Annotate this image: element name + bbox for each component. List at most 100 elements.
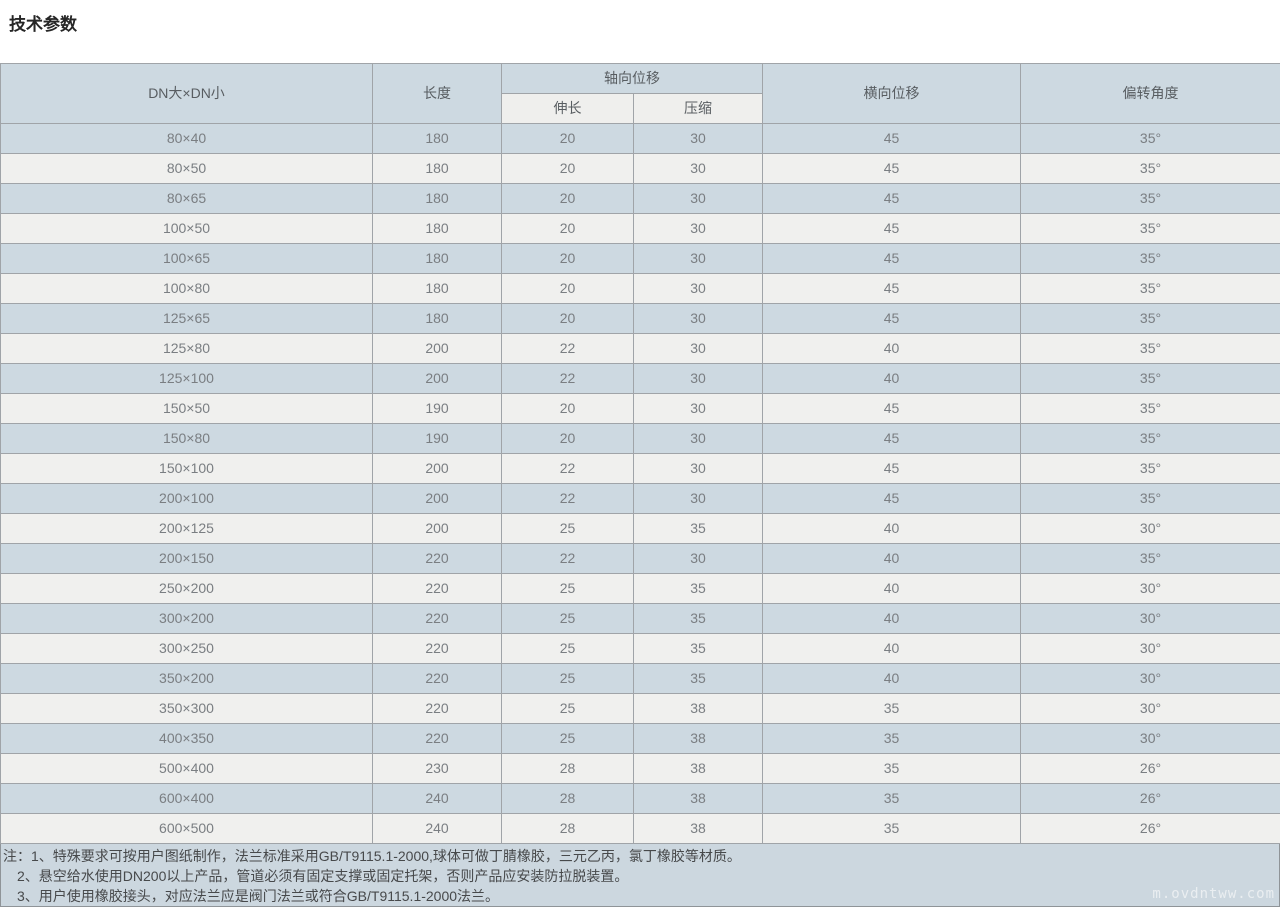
table-cell: 35	[762, 753, 1021, 784]
table-cell: 20	[501, 123, 634, 154]
table-cell: 30°	[1020, 603, 1280, 634]
table-cell: 200	[372, 363, 502, 394]
table-cell: 250×200	[0, 573, 373, 604]
table-cell: 35°	[1020, 273, 1280, 304]
table-cell: 45	[762, 123, 1021, 154]
table-cell: 220	[372, 663, 502, 694]
table-cell: 35°	[1020, 363, 1280, 394]
table-cell: 190	[372, 423, 502, 454]
table-cell: 35	[633, 513, 763, 544]
table-cell: 28	[501, 783, 634, 814]
table-cell: 40	[762, 333, 1021, 364]
table-cell: 150×50	[0, 393, 373, 424]
table-header: DN大×DN小 长度 轴向位移 横向位移 偏转角度 伸长 压缩	[0, 63, 1280, 124]
header-dn: DN大×DN小	[0, 63, 373, 124]
table-cell: 30°	[1020, 513, 1280, 544]
table-cell: 220	[372, 693, 502, 724]
table-cell: 190	[372, 393, 502, 424]
table-cell: 38	[633, 783, 763, 814]
table-cell: 38	[633, 693, 763, 724]
table-cell: 30	[633, 273, 763, 304]
table-cell: 22	[501, 543, 634, 574]
table-cell: 35	[762, 723, 1021, 754]
table-cell: 45	[762, 483, 1021, 514]
table-cell: 125×80	[0, 333, 373, 364]
table-row: 200×125 200 25 35 40 30°	[0, 513, 1280, 544]
table-row: 100×65 180 20 30 45 35°	[0, 243, 1280, 274]
table-cell: 30	[633, 303, 763, 334]
table-cell: 20	[501, 273, 634, 304]
table-cell: 20	[501, 183, 634, 214]
table-cell: 100×65	[0, 243, 373, 274]
table-cell: 300×250	[0, 633, 373, 664]
notes-section: 注：1、特殊要求可按用户图纸制作，法兰标准采用GB/T9115.1-2000,球…	[0, 844, 1280, 907]
table-cell: 180	[372, 243, 502, 274]
table-body: 80×40 180 20 30 45 35° 80×50 180 20 30 45 35° 80×65 1…	[0, 123, 1280, 844]
table-cell: 30	[633, 243, 763, 274]
table-cell: 400×350	[0, 723, 373, 754]
table-cell: 180	[372, 213, 502, 244]
table-cell: 200	[372, 333, 502, 364]
table-cell: 30	[633, 483, 763, 514]
table-cell: 25	[501, 633, 634, 664]
table-cell: 35	[762, 813, 1021, 844]
table-cell: 20	[501, 153, 634, 184]
table-cell: 38	[633, 813, 763, 844]
table-cell: 30	[633, 393, 763, 424]
note-line-3: 3、用户使用橡胶接头，对应法兰应是阀门法兰或符合GB/T9115.1-2000法…	[17, 888, 500, 904]
table-cell: 30	[633, 363, 763, 394]
table-cell: 30	[633, 333, 763, 364]
table-cell: 45	[762, 243, 1021, 274]
table-cell: 22	[501, 453, 634, 484]
table-row: 250×200 220 25 35 40 30°	[0, 573, 1280, 604]
table-cell: 230	[372, 753, 502, 784]
table-cell: 35°	[1020, 213, 1280, 244]
table-row: 350×200 220 25 35 40 30°	[0, 663, 1280, 694]
table-cell: 350×300	[0, 693, 373, 724]
table-cell: 28	[501, 813, 634, 844]
table-cell: 35	[633, 633, 763, 664]
table-cell: 35°	[1020, 303, 1280, 334]
table-cell: 38	[633, 753, 763, 784]
table-cell: 30	[633, 423, 763, 454]
table-cell: 22	[501, 483, 634, 514]
table-row: 125×100 200 22 30 40 35°	[0, 363, 1280, 394]
table-cell: 28	[501, 753, 634, 784]
table-cell: 45	[762, 213, 1021, 244]
table-cell: 22	[501, 363, 634, 394]
table-cell: 38	[633, 723, 763, 754]
table-cell: 80×65	[0, 183, 373, 214]
table-cell: 20	[501, 303, 634, 334]
table-cell: 40	[762, 573, 1021, 604]
header-row-sub: 伸长 压缩	[1, 93, 1280, 124]
table-cell: 100×50	[0, 213, 373, 244]
table-cell: 220	[372, 633, 502, 664]
table-cell: 25	[501, 723, 634, 754]
table-cell: 40	[762, 543, 1021, 574]
table-cell: 100×80	[0, 273, 373, 304]
table-cell: 35	[633, 573, 763, 604]
table-cell: 25	[501, 603, 634, 634]
table-cell: 30°	[1020, 693, 1280, 724]
table-cell: 30	[633, 213, 763, 244]
table-cell: 220	[372, 543, 502, 574]
table-cell: 45	[762, 183, 1021, 214]
table-cell: 45	[762, 303, 1021, 334]
page-title: 技术参数	[9, 15, 77, 34]
header-extension: 伸长	[501, 93, 634, 124]
table-cell: 25	[501, 663, 634, 694]
table-cell: 80×50	[0, 153, 373, 184]
table-cell: 350×200	[0, 663, 373, 694]
table-row: 80×40 180 20 30 45 35°	[0, 123, 1280, 154]
table-cell: 30	[633, 123, 763, 154]
table-cell: 180	[372, 153, 502, 184]
table-cell: 40	[762, 663, 1021, 694]
header-lateral-displacement: 横向位移	[762, 63, 1021, 124]
table-row: 300×200 220 25 35 40 30°	[0, 603, 1280, 634]
table-cell: 40	[762, 633, 1021, 664]
table-cell: 500×400	[0, 753, 373, 784]
table-cell: 25	[501, 513, 634, 544]
table-cell: 45	[762, 393, 1021, 424]
table-cell: 26°	[1020, 753, 1280, 784]
note-line-1: 注：1、特殊要求可按用户图纸制作，法兰标准采用GB/T9115.1-2000,球…	[3, 848, 741, 864]
